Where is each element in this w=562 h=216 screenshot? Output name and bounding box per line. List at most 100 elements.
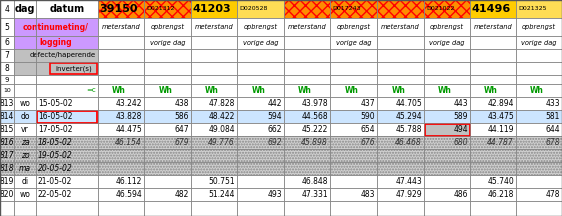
Text: 586: 586 bbox=[174, 112, 189, 121]
Bar bbox=[98, 0, 144, 18]
Text: Wh: Wh bbox=[158, 86, 173, 95]
Text: ma: ma bbox=[19, 164, 31, 173]
Bar bbox=[0, 188, 562, 201]
Text: 644: 644 bbox=[545, 125, 560, 134]
Text: 692: 692 bbox=[268, 138, 282, 147]
Text: 678: 678 bbox=[545, 138, 560, 147]
Text: 46.218: 46.218 bbox=[488, 190, 514, 199]
Text: 647: 647 bbox=[174, 125, 189, 134]
Text: 17-05-02: 17-05-02 bbox=[38, 125, 72, 134]
Text: 819: 819 bbox=[0, 177, 14, 186]
Bar bbox=[14, 18, 98, 36]
Text: wo: wo bbox=[20, 99, 30, 108]
Bar bbox=[0, 149, 562, 162]
Text: 483: 483 bbox=[360, 190, 375, 199]
Text: 662: 662 bbox=[268, 125, 282, 134]
Bar bbox=[0, 175, 562, 188]
Text: meterstand: meterstand bbox=[288, 24, 327, 30]
Text: 47.828: 47.828 bbox=[209, 99, 235, 108]
Text: 44.705: 44.705 bbox=[395, 99, 422, 108]
Text: Wh: Wh bbox=[252, 86, 265, 95]
Text: 49.084: 49.084 bbox=[209, 125, 235, 134]
Bar bbox=[284, 0, 330, 18]
Text: 7: 7 bbox=[4, 51, 10, 60]
Text: 43.828: 43.828 bbox=[116, 112, 142, 121]
Text: D021312: D021312 bbox=[146, 6, 174, 11]
Text: 49.776: 49.776 bbox=[209, 138, 235, 147]
Text: 43.978: 43.978 bbox=[301, 99, 328, 108]
Text: 48.422: 48.422 bbox=[209, 112, 235, 121]
Bar bbox=[330, 0, 377, 18]
Text: vorige dag: vorige dag bbox=[149, 40, 185, 46]
Bar bbox=[516, 0, 562, 18]
Text: 594: 594 bbox=[268, 112, 282, 121]
Bar bbox=[0, 149, 562, 162]
Text: 494: 494 bbox=[454, 125, 468, 134]
Text: 42.894: 42.894 bbox=[487, 99, 514, 108]
Text: 44.119: 44.119 bbox=[487, 125, 514, 134]
Text: 482: 482 bbox=[175, 190, 189, 199]
Text: 486: 486 bbox=[454, 190, 468, 199]
Bar bbox=[0, 75, 562, 84]
Text: 5: 5 bbox=[4, 22, 10, 32]
Bar bbox=[144, 0, 191, 18]
Text: vorige dag: vorige dag bbox=[521, 40, 557, 46]
Bar bbox=[424, 124, 469, 135]
Text: 44.787: 44.787 bbox=[487, 138, 514, 147]
Text: 39150: 39150 bbox=[99, 4, 138, 14]
Text: 581: 581 bbox=[546, 112, 560, 121]
Text: Wh: Wh bbox=[112, 86, 126, 95]
Bar bbox=[0, 18, 562, 36]
Text: 589: 589 bbox=[454, 112, 468, 121]
Text: opbrengst: opbrengst bbox=[151, 24, 184, 30]
Text: 22-05-02: 22-05-02 bbox=[38, 190, 72, 199]
Text: opbrengst: opbrengst bbox=[522, 24, 556, 30]
Text: 590: 590 bbox=[360, 112, 375, 121]
Text: Wh: Wh bbox=[530, 86, 544, 95]
Text: 51.244: 51.244 bbox=[209, 190, 235, 199]
Bar bbox=[0, 136, 562, 149]
Text: 442: 442 bbox=[268, 99, 282, 108]
Text: 433: 433 bbox=[545, 99, 560, 108]
Text: 45.740: 45.740 bbox=[487, 177, 514, 186]
Text: defecte/haperende: defecte/haperende bbox=[30, 52, 96, 59]
Text: 437: 437 bbox=[360, 99, 375, 108]
Bar bbox=[144, 0, 191, 18]
Text: 10: 10 bbox=[3, 88, 11, 93]
Bar bbox=[37, 111, 97, 122]
Bar bbox=[14, 49, 98, 62]
Text: 20-05-02: 20-05-02 bbox=[38, 164, 72, 173]
Text: 818: 818 bbox=[0, 164, 14, 173]
Text: inverter(s): inverter(s) bbox=[55, 65, 92, 72]
Text: 45.294: 45.294 bbox=[396, 112, 422, 121]
Text: Wh: Wh bbox=[438, 86, 452, 95]
Text: D021325: D021325 bbox=[518, 6, 546, 11]
Text: 443: 443 bbox=[454, 99, 468, 108]
Text: Wh: Wh bbox=[392, 86, 405, 95]
Text: 44.475: 44.475 bbox=[115, 125, 142, 134]
Text: D020528: D020528 bbox=[239, 6, 268, 11]
Bar bbox=[330, 0, 377, 18]
Text: 43.475: 43.475 bbox=[487, 112, 514, 121]
Text: di: di bbox=[21, 177, 29, 186]
Text: Wh: Wh bbox=[484, 86, 498, 95]
Bar bbox=[284, 0, 330, 18]
Text: D021022: D021022 bbox=[426, 6, 455, 11]
Text: dag: dag bbox=[15, 4, 35, 14]
Text: 8: 8 bbox=[4, 64, 10, 73]
Text: 6: 6 bbox=[4, 38, 10, 47]
Text: 43.242: 43.242 bbox=[116, 99, 142, 108]
Text: 680: 680 bbox=[454, 138, 468, 147]
Bar bbox=[14, 36, 98, 49]
Text: 50.751: 50.751 bbox=[209, 177, 235, 186]
Text: 45.898: 45.898 bbox=[301, 138, 328, 147]
Text: 46.594: 46.594 bbox=[115, 190, 142, 199]
Text: 47.929: 47.929 bbox=[396, 190, 422, 199]
Text: 47.331: 47.331 bbox=[301, 190, 328, 199]
Text: 4: 4 bbox=[4, 5, 10, 13]
Text: vorige dag: vorige dag bbox=[243, 40, 278, 46]
Bar bbox=[0, 110, 562, 123]
Text: 19-05-02: 19-05-02 bbox=[38, 151, 72, 160]
Text: meterstand: meterstand bbox=[194, 24, 233, 30]
Text: 18-05-02: 18-05-02 bbox=[38, 138, 72, 147]
